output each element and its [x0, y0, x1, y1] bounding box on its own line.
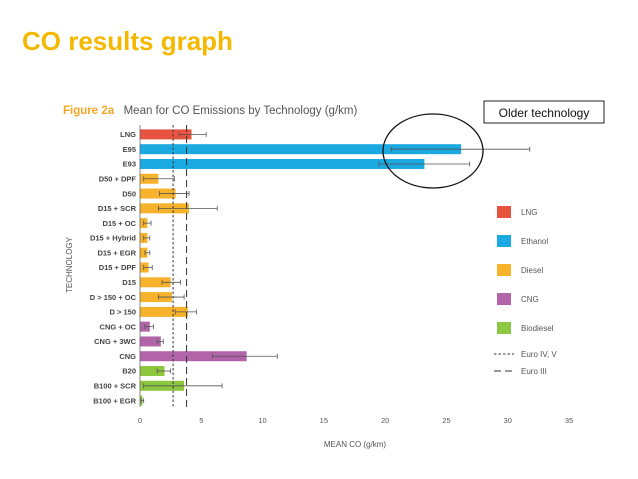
bar-cng-3wc — [140, 336, 161, 347]
callout-label: Older technology — [499, 106, 590, 120]
figure-title: Figure 2a Mean for CO Emissions by Techn… — [63, 101, 357, 118]
category-label-d50: D50 — [122, 189, 136, 198]
bar-d50 — [140, 188, 176, 199]
x-axis-title: MEAN CO (g/km) — [324, 440, 387, 449]
bars-layer — [140, 129, 462, 406]
x-tick-label-10: 10 — [258, 416, 266, 425]
error-bar-d15-oc — [143, 220, 152, 226]
legend-label-euro-iii: Euro III — [521, 367, 547, 376]
legend-label-cng: CNG — [521, 295, 539, 304]
bar-d-150 — [140, 306, 188, 317]
error-bar-b100-egr — [140, 398, 145, 404]
category-label-d15-egr: D15 + EGR — [97, 248, 136, 257]
bar-d15-egr — [140, 247, 148, 258]
category-label-d15-dpf: D15 + DPF — [99, 263, 137, 272]
error-bar-d15 — [161, 279, 181, 285]
category-label-cng-oc: CNG + OC — [100, 322, 137, 331]
error-bar-d15-egr — [144, 250, 151, 256]
error-bar-e93 — [378, 161, 471, 167]
category-label-e93: E93 — [123, 160, 136, 169]
error-bar-b20 — [156, 368, 172, 374]
chart-title: Mean for CO Emissions by Technology (g/k… — [124, 105, 358, 117]
legend-label-euro-iv-v: Euro IV, V — [521, 350, 557, 359]
legend-label-lng: LNG — [521, 208, 537, 217]
bar-d-150-oc — [140, 292, 172, 303]
x-tick-label-20: 20 — [381, 416, 389, 425]
category-label-d50-dpf: D50 + DPF — [99, 174, 137, 183]
error-bar-d-150-oc — [157, 294, 185, 300]
category-label-d15-scr: D15 + SCR — [98, 204, 137, 213]
error-bars-layer — [140, 131, 531, 404]
x-tick-label-25: 25 — [442, 416, 450, 425]
error-bar-d50-dpf — [143, 176, 175, 182]
error-bar-d15-dpf — [143, 265, 153, 270]
category-label-b100-egr: B100 + EGR — [93, 396, 136, 405]
error-bar-cng-3wc — [156, 338, 164, 344]
x-tick-label-35: 35 — [565, 416, 573, 425]
legend-swatch-cng — [497, 293, 511, 305]
bar-d15 — [140, 277, 171, 288]
category-label-b20: B20 — [122, 367, 136, 376]
error-bar-b100-scr — [143, 383, 223, 389]
error-bar-d50 — [159, 191, 190, 197]
category-label-lng: LNG — [120, 130, 136, 139]
x-tick-label-15: 15 — [320, 416, 328, 425]
slide-title: CO results graph — [22, 26, 233, 56]
category-label-e95: E95 — [123, 145, 136, 154]
x-tick-label-5: 5 — [199, 416, 203, 425]
error-bar-e95 — [390, 146, 531, 152]
error-bar-d-150 — [175, 309, 197, 315]
category-label-d15-hybrid: D15 + Hybrid — [90, 234, 136, 243]
figure-label: Figure 2a — [63, 105, 115, 117]
callout-box — [483, 100, 605, 124]
reference-lines-layer — [172, 125, 188, 407]
legend: LNG Ethanol Diesel CNG Biodiesel Euro IV, V Eu… — [494, 206, 557, 376]
legend-swatch-lng — [497, 206, 511, 218]
error-bar-d15-hybrid — [143, 235, 151, 241]
bar-lng — [140, 129, 192, 140]
bar-e95 — [140, 144, 462, 155]
category-label-cng: CNG — [119, 352, 136, 361]
x-axis: 0 5 10 15 20 25 30 35 — [138, 125, 573, 425]
error-bar-lng — [178, 131, 207, 137]
category-label-d-150: D > 150 — [110, 308, 136, 317]
bar-b20 — [140, 366, 165, 377]
error-bar-d15-scr — [157, 205, 218, 211]
bar-cng — [140, 351, 247, 362]
error-bar-cng — [211, 353, 278, 359]
legend-swatch-biodiesel — [497, 322, 511, 334]
callout-circle — [382, 113, 484, 189]
category-label-cng-3wc: CNG + 3WC — [94, 337, 136, 346]
legend-label-ethanol: Ethanol — [521, 237, 548, 246]
legend-label-biodiesel: Biodiesel — [521, 324, 554, 333]
y-axis-title: TECHNOLOGY — [65, 236, 74, 293]
legend-swatch-ethanol — [497, 235, 511, 247]
category-label-b100-scr: B100 + SCR — [94, 382, 137, 391]
bar-e93 — [140, 158, 425, 169]
category-label-d-150-oc: D > 150 + OC — [90, 293, 137, 302]
category-labels-layer: LNG E95 E93 D50 + DPF D50 D15 + SCR D15 + OC D1… — [90, 130, 137, 405]
category-label-d15-oc: D15 + OC — [102, 219, 136, 228]
x-tick-label-30: 30 — [504, 416, 512, 425]
x-tick-label-0: 0 — [138, 416, 142, 425]
legend-swatch-diesel — [497, 264, 511, 276]
legend-label-diesel: Diesel — [521, 266, 543, 275]
error-bar-cng-oc — [144, 324, 154, 330]
category-label-d15: D15 — [122, 278, 136, 287]
